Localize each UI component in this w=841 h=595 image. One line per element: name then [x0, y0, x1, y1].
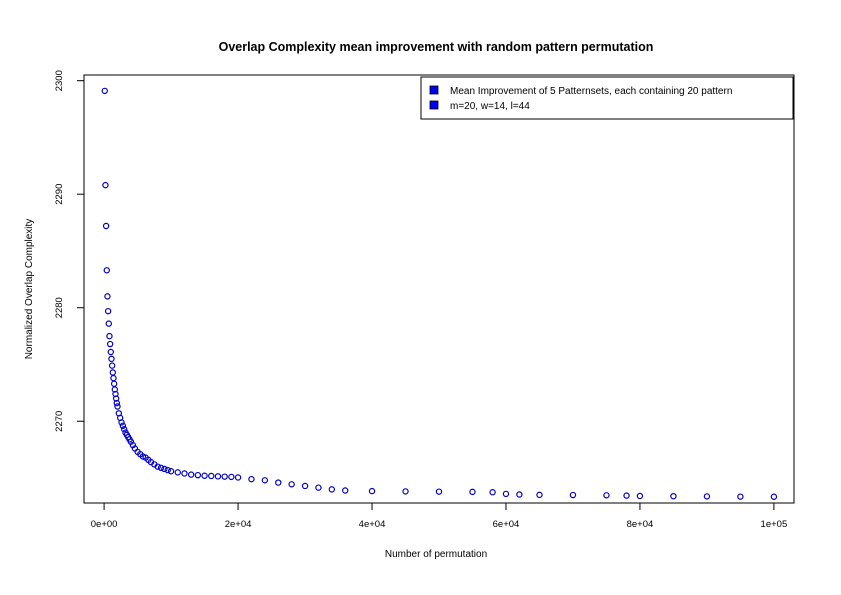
data-points [101, 87, 778, 500]
data-point [102, 222, 110, 230]
data-point [106, 340, 114, 348]
data-point [101, 87, 108, 95]
data-point [221, 473, 228, 480]
data-point [489, 489, 496, 496]
x-axis-label: Number of permutation [385, 549, 487, 560]
data-point [105, 320, 112, 327]
data-point [201, 472, 208, 479]
data-point [623, 492, 630, 499]
legend-entry-0: Mean Improvement of 5 Patternsets, each … [450, 86, 732, 97]
x-axis: 0e+00 2e+04 4e+04 6e+04 8e+04 1e+05 [91, 502, 788, 530]
data-point [119, 422, 127, 430]
data-point [368, 487, 376, 495]
data-point [208, 472, 215, 480]
data-point [110, 374, 117, 382]
data-point [114, 403, 121, 410]
data-point [315, 484, 322, 491]
y-tick-label: 2300 [54, 70, 65, 91]
data-point [104, 307, 112, 315]
data-point [102, 181, 109, 189]
data-point [770, 493, 778, 500]
data-point [670, 492, 677, 500]
data-point [469, 488, 476, 496]
data-point [234, 474, 242, 481]
data-point [187, 471, 195, 478]
data-point [164, 466, 171, 474]
data-point [636, 492, 644, 500]
x-tick-label: 0e+00 [91, 519, 118, 530]
data-point [737, 493, 744, 500]
data-point [435, 488, 443, 495]
data-point [194, 471, 202, 479]
data-point [261, 477, 269, 484]
data-point [275, 479, 282, 486]
data-point [106, 332, 113, 340]
y-axis: 2270 2280 2290 2300 [54, 70, 85, 432]
data-point [301, 482, 309, 490]
data-point [120, 426, 128, 433]
legend-box [420, 76, 794, 120]
data-point [536, 491, 543, 499]
data-point [154, 463, 161, 470]
legend: Mean Improvement of 5 Patternsets, each … [420, 76, 794, 120]
data-point [569, 491, 577, 499]
data-point [402, 488, 409, 495]
data-point [502, 490, 510, 498]
y-tick-label: 2290 [54, 184, 65, 205]
data-point [342, 487, 349, 494]
data-point [248, 475, 255, 483]
data-point [110, 380, 118, 387]
data-point [181, 470, 188, 477]
data-point [228, 473, 235, 481]
data-point [104, 293, 111, 300]
legend-swatch-1 [429, 100, 439, 110]
x-tick-label: 4e+04 [359, 519, 386, 530]
y-tick-label: 2270 [54, 411, 65, 432]
data-point [161, 465, 168, 473]
legend-entry-1: m=20, w=14, l=44 [450, 101, 530, 112]
x-tick-label: 6e+04 [493, 519, 520, 530]
data-point [328, 486, 336, 493]
data-point [167, 468, 175, 475]
data-point [108, 355, 115, 363]
data-point [174, 469, 181, 476]
data-point [214, 473, 222, 480]
y-tick-label: 2280 [54, 297, 65, 318]
data-point [103, 267, 110, 274]
data-point [516, 491, 523, 498]
data-point [113, 399, 121, 407]
y-axis-label: Normalized Overlap Complexity [24, 219, 35, 360]
data-point [108, 362, 116, 369]
data-point [288, 481, 295, 488]
data-point [107, 348, 114, 356]
data-point [703, 493, 711, 500]
plot-frame [83, 74, 795, 504]
x-tick-label: 8e+04 [627, 519, 654, 530]
data-point [118, 419, 125, 426]
x-tick-label: 2e+04 [225, 519, 252, 530]
legend-swatch-0 [429, 85, 439, 95]
data-point [157, 464, 165, 472]
chart-title: Overlap Complexity mean improvement with… [219, 40, 654, 54]
data-point [109, 369, 117, 376]
x-tick-label: 1e+05 [761, 519, 788, 530]
data-point [603, 492, 610, 499]
